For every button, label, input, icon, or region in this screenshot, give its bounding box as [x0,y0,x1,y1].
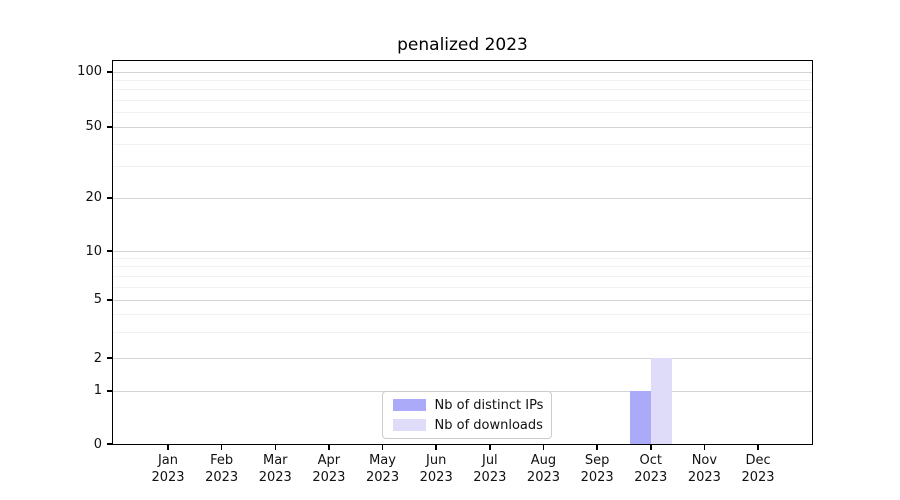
minor-gridline [113,313,812,315]
x-label-year: 2023 [312,470,346,485]
x-axis-tick-label: May 2023 [341,452,425,486]
x-label-year: 2023 [526,470,561,485]
bar-distinct-ips [629,391,651,444]
y-axis-tick-label: 100 [77,64,102,80]
major-gridline [113,197,812,199]
legend-swatch-downloads [392,419,426,431]
minor-gridline [113,79,812,81]
x-label-month: Apr [317,453,341,468]
major-gridline [113,357,812,359]
chart-title: penalized 2023 [397,35,528,55]
x-label-month: Jan [157,453,179,468]
legend-swatch-distinct-ips [392,399,426,411]
x-axis-tick-label: Apr 2023 [287,452,371,486]
x-axis-tick-label: Jun 2023 [394,452,478,486]
x-label-month: Sep [584,453,610,468]
legend-item: Nb of distinct IPs [392,397,544,414]
x-label-year: 2023 [634,470,668,485]
x-axis-tick-label: Feb 2023 [180,452,264,486]
legend-label: Nb of distinct IPs [434,397,544,413]
minor-gridline [113,112,812,114]
y-axis-tick [107,126,113,128]
y-axis-tick [107,299,113,301]
x-label-year: 2023 [258,470,292,485]
x-axis-tick [328,445,330,450]
x-axis-tick-label: Jan 2023 [126,452,210,486]
y-axis-tick-label: 10 [85,243,102,259]
y-axis-tick-label: 50 [85,119,102,135]
x-axis-tick [650,445,652,450]
x-label-month: Jul [481,453,498,468]
minor-gridline [113,166,812,168]
x-axis-tick [489,445,491,450]
minor-gridline [113,99,812,101]
y-axis-tick-label: 0 [93,436,102,452]
x-axis-tick [435,445,437,450]
y-axis-tick [107,71,113,73]
x-label-month: Aug [530,453,557,468]
x-axis-tick [703,445,706,450]
x-label-year: 2023 [366,470,400,485]
y-axis-tick [107,197,113,199]
major-gridline [113,126,812,128]
plot-area: Nb of distinct IPs Nb of downloads [112,60,813,445]
y-axis-tick-label: 2 [93,350,102,366]
y-axis-tick-label: 1 [93,383,102,399]
x-axis-tick-label: Dec 2023 [716,452,800,486]
x-label-month: Mar [263,453,288,468]
x-label-month: Feb [210,453,234,468]
minor-gridline [113,266,812,268]
legend-item: Nb of downloads [392,417,543,434]
x-label-month: Oct [639,453,662,468]
y-axis-tick [107,443,113,445]
x-axis-tick-label: Mar 2023 [233,452,317,486]
x-axis-tick [596,445,598,450]
x-axis-tick [274,445,277,450]
x-axis-tick-label: Jul 2023 [448,452,532,486]
x-axis-tick [757,445,759,450]
legend-label: Nb of downloads [434,417,543,433]
minor-gridline [113,143,812,145]
major-gridline [113,71,812,73]
x-axis-tick [167,445,169,450]
minor-gridline [113,275,812,277]
x-label-year: 2023 [419,470,453,485]
bar-downloads [650,358,672,444]
major-gridline [113,299,812,301]
x-axis-tick-label: Sep 2023 [555,452,639,486]
minor-gridline [113,286,812,288]
x-label-month: Nov [691,453,718,468]
major-gridline [113,250,812,252]
x-axis-tick-label: Aug 2023 [501,452,585,486]
y-axis-tick [107,250,113,252]
minor-gridline [113,89,812,91]
x-label-month: Jun [426,453,447,468]
x-axis-tick-label: Oct 2023 [609,452,693,486]
minor-gridline [113,331,812,333]
x-axis-tick [542,445,545,450]
x-label-year: 2023 [687,470,721,485]
y-axis-tick-label: 5 [93,292,102,308]
x-axis-tick [220,445,223,450]
legend: Nb of distinct IPs Nb of downloads [381,391,552,439]
x-label-year: 2023 [151,470,185,485]
x-axis-tick-label: Nov 2023 [662,452,746,486]
y-axis-tick [107,390,113,392]
minor-gridline [113,257,812,259]
x-label-month: Dec [745,453,771,468]
x-label-year: 2023 [741,470,775,485]
y-axis-tick-label: 20 [85,190,102,206]
y-axis-tick [107,357,113,359]
x-label-month: May [369,453,396,468]
x-label-year: 2023 [580,470,614,485]
x-label-year: 2023 [205,470,239,485]
x-axis-tick [381,445,384,450]
x-label-year: 2023 [473,470,507,485]
